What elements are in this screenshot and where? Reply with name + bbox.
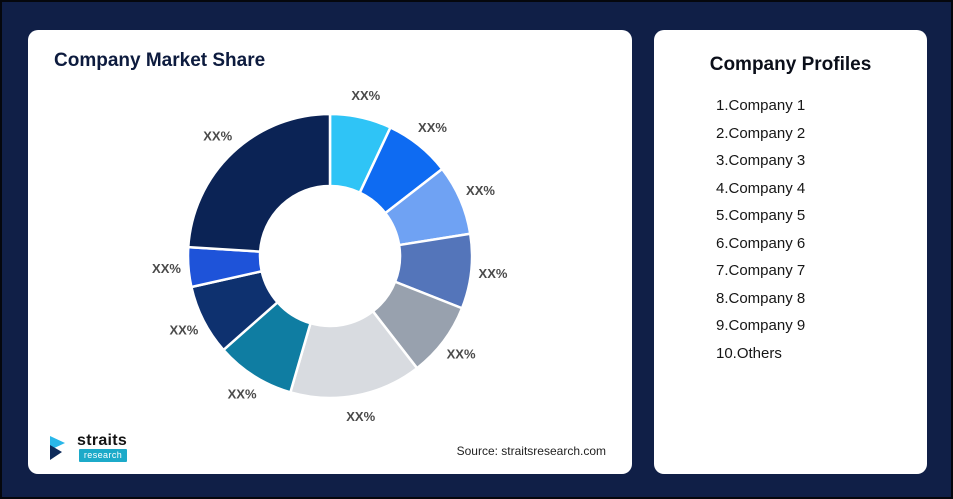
donut-chart-container: XX% XX% XX% XX% XX% XX% XX% XX% XX% XX% bbox=[70, 72, 590, 449]
list-item: 10.Others bbox=[716, 344, 782, 362]
source-note: Source: straitsresearch.com bbox=[456, 444, 606, 458]
company-profiles-card: Company Profiles 1.Company 1 2.Company 2… bbox=[654, 30, 927, 474]
chart-title: Company Market Share bbox=[54, 50, 266, 71]
logo-subtext: research bbox=[78, 449, 128, 462]
market-share-card: Company Market Share XX% XX% XX% XX% XX% XX% X… bbox=[28, 30, 632, 474]
list-item: 6.Company 6 bbox=[716, 234, 806, 252]
list-item: 8.Company 8 bbox=[716, 289, 806, 307]
list-item: 1.Company 1 bbox=[716, 97, 806, 114]
straits-logo-text-group: straits research bbox=[77, 432, 128, 462]
slice-label: XX% bbox=[418, 120, 447, 135]
slice-label: XX% bbox=[351, 88, 380, 103]
company-profiles-list: 1.Company 1 2.Company 2 3.Company 3 4.Co… bbox=[654, 92, 927, 367]
slice-label: XX% bbox=[346, 409, 375, 424]
list-item: 3.Company 3 bbox=[716, 152, 806, 169]
donut-slice bbox=[187, 112, 332, 253]
slice-label: XX% bbox=[152, 261, 181, 276]
slice-label: XX% bbox=[228, 387, 257, 402]
slice-label: XX% bbox=[203, 128, 232, 143]
straits-logo: straits research bbox=[48, 432, 128, 462]
logo-text: straits bbox=[77, 432, 128, 449]
list-item: 5.Company 5 bbox=[716, 207, 806, 224]
list-item: 7.Company 7 bbox=[716, 262, 806, 279]
slice-label: XX% bbox=[169, 323, 198, 338]
slice-label: XX% bbox=[479, 266, 508, 281]
slice-label: XX% bbox=[447, 347, 476, 362]
slice-label: XX% bbox=[466, 183, 495, 198]
straits-logo-icon bbox=[50, 435, 65, 460]
list-item: 2.Company 2 bbox=[716, 124, 806, 142]
donut-chart: XX% XX% XX% XX% XX% XX% XX% XX% XX% XX% bbox=[152, 88, 508, 424]
profiles-title: Company Profiles bbox=[709, 54, 872, 75]
list-item: 9.Company 9 bbox=[716, 317, 806, 334]
list-item: 4.Company 4 bbox=[716, 179, 806, 197]
